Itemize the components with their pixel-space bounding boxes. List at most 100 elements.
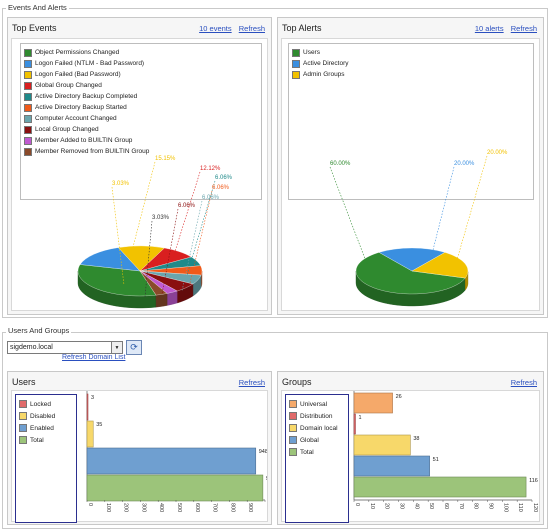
groups-chart-area: Universal Distribution Domain local Global T… — [281, 390, 540, 523]
legend-label: Universal — [300, 400, 328, 408]
users-legend: Locked Disabled Enabled Total — [15, 394, 77, 523]
pie-percent-label: 6.06% — [202, 195, 220, 201]
top-alerts-panel: Top Alerts 10 alerts Refresh Users Active… — [277, 17, 544, 315]
x-tick-label: 0 — [87, 503, 93, 506]
users-bar-chart: 3 35 948 988 0 100 200 300 400 500 600 700 800 900 100… — [86, 391, 267, 515]
x-tick-label: 700 — [212, 503, 218, 512]
bar-domain-local[interactable] — [353, 434, 411, 456]
pie-slice-object-permissions-changed[interactable] — [77, 264, 157, 297]
bar-disabled[interactable] — [86, 420, 94, 448]
top-alerts-title: Top Alerts — [282, 23, 322, 33]
pie-leader-line — [131, 161, 156, 252]
legend-swatch — [289, 400, 297, 408]
bar-total[interactable] — [86, 474, 264, 502]
groups-panel-title: Groups — [282, 377, 312, 387]
users-refresh-link[interactable]: Refresh — [238, 378, 265, 387]
bar-value-label: 116 — [529, 478, 538, 484]
pie-leader-line — [111, 186, 125, 286]
x-tick-label: 40 — [413, 503, 419, 509]
users-chart-area: Locked Disabled Enabled Total 3 35 948 988 0 100… — [11, 390, 268, 523]
top-events-legend: Object Permissions Changed Logon Failed (… — [20, 43, 262, 200]
groups-bar-chart: 26 1 38 51 116 0 10 20 30 40 50 60 70 80 90 100 110 120 — [353, 391, 538, 512]
legend-item-users: Users — [289, 47, 533, 58]
pie-percent-label: 6.06% — [178, 203, 196, 209]
bar-value-label: 35 — [96, 422, 102, 428]
legend-label: Object Permissions Changed — [35, 49, 120, 56]
bar-total[interactable] — [353, 476, 527, 498]
pie-slice-member-removed-from-builtin-group[interactable] — [139, 270, 168, 296]
x-tick-label: 800 — [229, 503, 235, 512]
bar-locked[interactable] — [86, 393, 89, 421]
legend-swatch — [19, 436, 27, 444]
pie-percent-label: 3.03% — [152, 215, 170, 221]
users-panel-title: Users — [12, 377, 36, 387]
pie-slice-admin-groups[interactable] — [411, 252, 469, 279]
bar-value-label: 38 — [413, 436, 419, 442]
legend-item-logon-failed-bad-password: Logon Failed (Bad Password) — [21, 69, 261, 80]
x-tick-label: 10 — [369, 503, 375, 509]
legend-swatch — [24, 114, 32, 123]
legend-item-enabled: Enabled — [16, 422, 76, 434]
legend-swatch — [24, 103, 32, 112]
legend-swatch — [24, 48, 32, 57]
legend-label: Admin Groups — [303, 71, 345, 78]
legend-label: Global — [300, 436, 319, 444]
legend-label: Local Group Changed — [35, 126, 99, 133]
legend-item-member-added-to-builtin-group: Member Added to BUILTIN Group — [21, 135, 261, 146]
legend-item-total: Total — [286, 446, 348, 458]
legend-item-admin-groups: Admin Groups — [289, 69, 533, 80]
x-tick-label: 600 — [194, 503, 200, 512]
top-events-refresh-link[interactable]: Refresh — [238, 24, 265, 33]
legend-label: Distribution — [300, 412, 333, 420]
legend-label: Domain local — [300, 424, 338, 432]
x-tick-label: 80 — [473, 503, 479, 509]
legend-swatch — [289, 436, 297, 444]
chevron-down-icon[interactable]: ▼ — [111, 342, 122, 353]
x-tick-label: 70 — [458, 503, 464, 509]
legend-label: Member Added to BUILTIN Group — [35, 137, 133, 144]
legend-item-distribution: Distribution — [286, 410, 348, 422]
pie-slice-active-directory[interactable] — [378, 247, 446, 272]
legend-label: Member Removed from BUILTIN Group — [35, 148, 150, 155]
bar-global[interactable] — [353, 455, 430, 477]
top-events-panel: Top Events 10 events Refresh Object Perm… — [7, 17, 272, 315]
bar-enabled[interactable] — [86, 447, 257, 475]
refresh-domain-icon[interactable]: ⟳ — [126, 340, 142, 355]
x-tick-label: 1000 — [265, 503, 267, 515]
top-alerts-refresh-link[interactable]: Refresh — [510, 24, 537, 33]
legend-item-active-directory: Active Directory — [289, 58, 533, 69]
refresh-domain-list-link[interactable]: Refresh Domain List — [62, 354, 126, 361]
pie-slice-logon-failed-ntlm-bad-password[interactable] — [79, 247, 141, 272]
alerts-count-link[interactable]: 10 alerts — [474, 24, 504, 33]
legend-item-universal: Universal — [286, 398, 348, 410]
users-groups-section-title: Users And Groups — [6, 326, 72, 335]
x-tick-label: 100 — [105, 503, 111, 512]
groups-refresh-link[interactable]: Refresh — [510, 378, 537, 387]
bar-distribution[interactable] — [353, 413, 356, 435]
pie-slice-users[interactable] — [355, 252, 466, 295]
pie-percent-label: 60.00% — [330, 161, 351, 167]
legend-item-active-directory-backup-started: Active Directory Backup Started — [21, 102, 261, 113]
x-tick-label: 60 — [443, 503, 449, 509]
events-count-link[interactable]: 10 events — [199, 24, 232, 33]
users-panel: Users Refresh Locked Disabled Enabled Total… — [7, 371, 272, 525]
legend-swatch — [24, 136, 32, 145]
legend-item-locked: Locked — [16, 398, 76, 410]
users-groups-fieldset — [2, 332, 548, 529]
x-tick-label: 110 — [517, 503, 523, 512]
legend-swatch — [24, 59, 32, 68]
top-events-title: Top Events — [12, 23, 57, 33]
legend-swatch — [19, 412, 27, 420]
legend-swatch — [289, 448, 297, 456]
domain-select[interactable]: sigdemo.local ▼ — [7, 341, 123, 354]
pie-percent-label: 6.06% — [215, 175, 233, 181]
pie-leader-line — [144, 220, 153, 298]
bar-value-label: 3 — [91, 395, 94, 401]
bar-value-label: 26 — [396, 394, 402, 400]
bar-universal[interactable] — [353, 392, 393, 414]
legend-item-disabled: Disabled — [16, 410, 76, 422]
legend-swatch — [289, 412, 297, 420]
x-tick-label: 500 — [176, 503, 182, 512]
pie-percent-label: 6.06% — [212, 185, 230, 191]
x-tick-label: 400 — [158, 503, 164, 512]
